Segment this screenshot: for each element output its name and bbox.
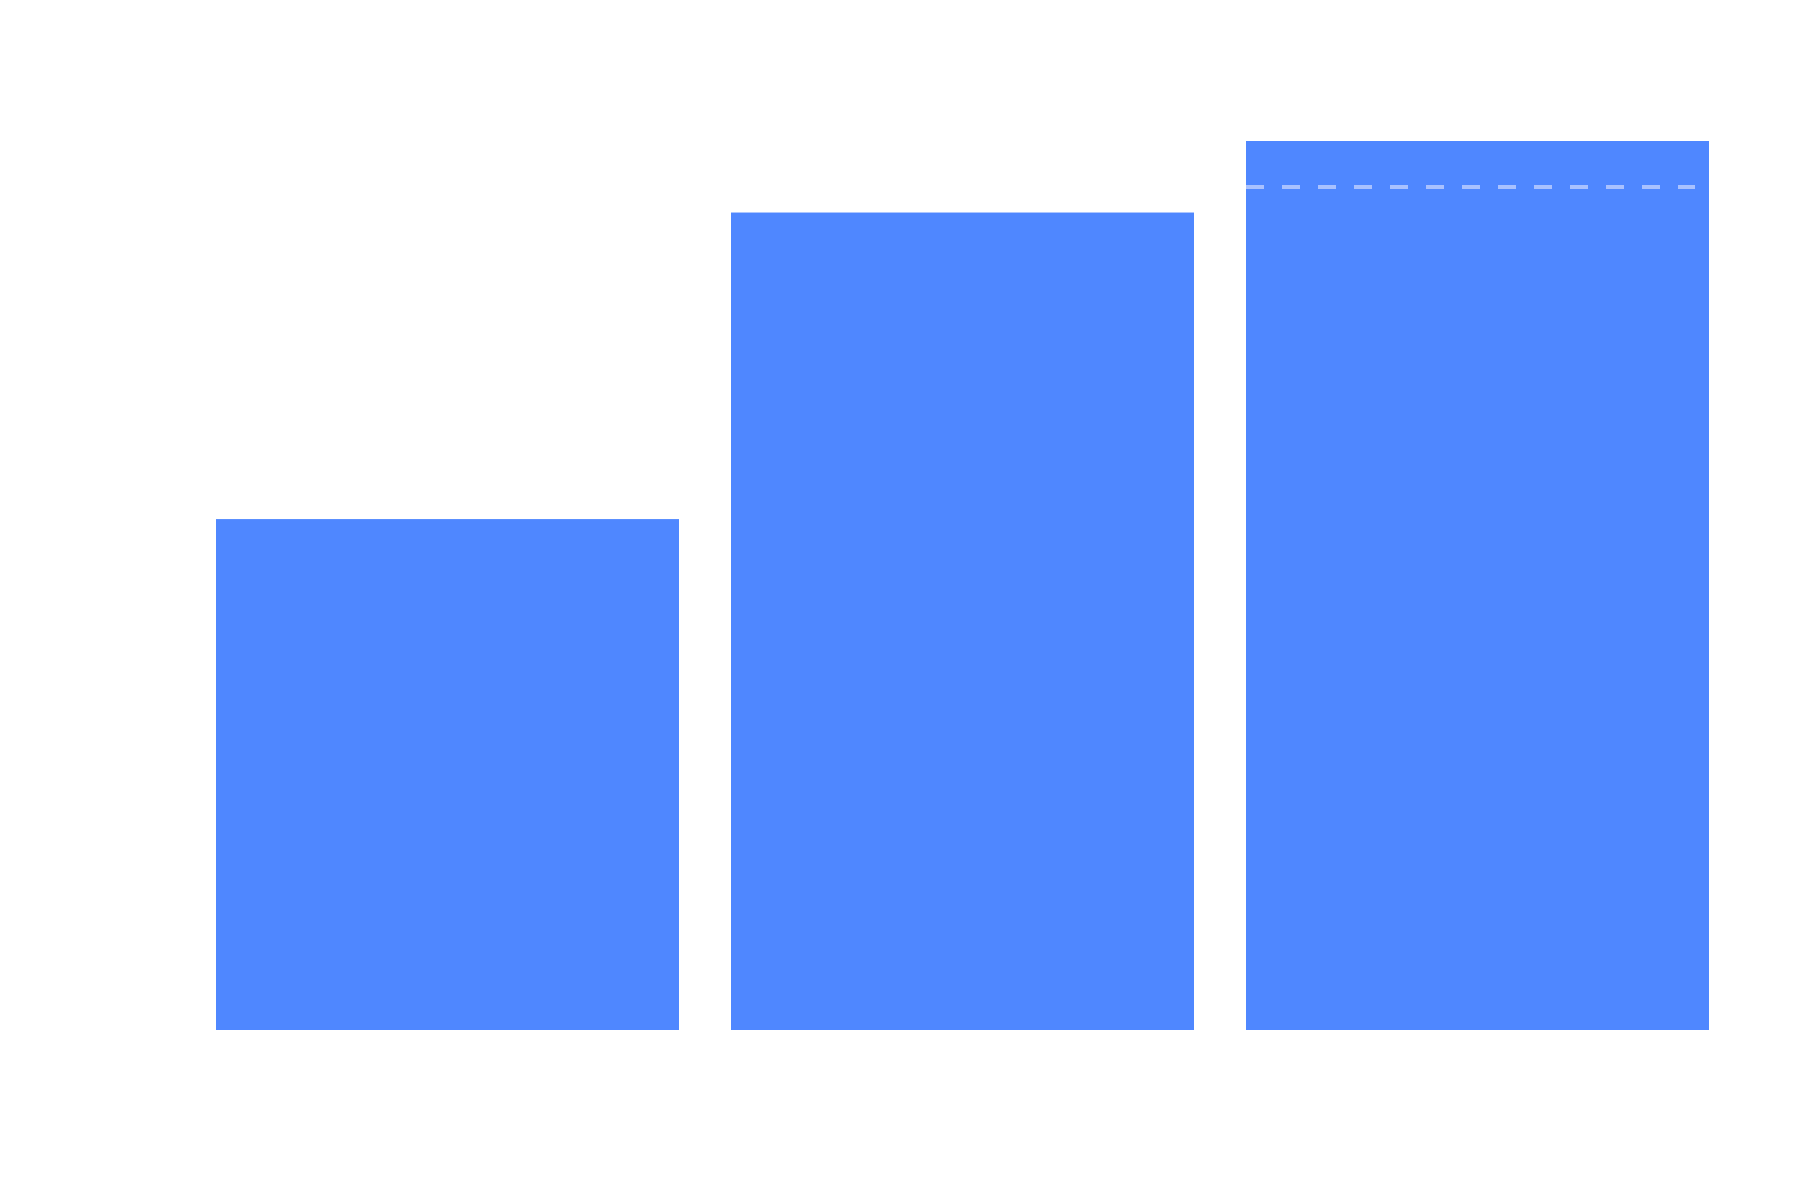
bar-2 xyxy=(731,212,1194,1030)
bar-1 xyxy=(216,519,679,1030)
bar-3 xyxy=(1246,141,1709,1030)
bar-series xyxy=(216,141,1709,1030)
